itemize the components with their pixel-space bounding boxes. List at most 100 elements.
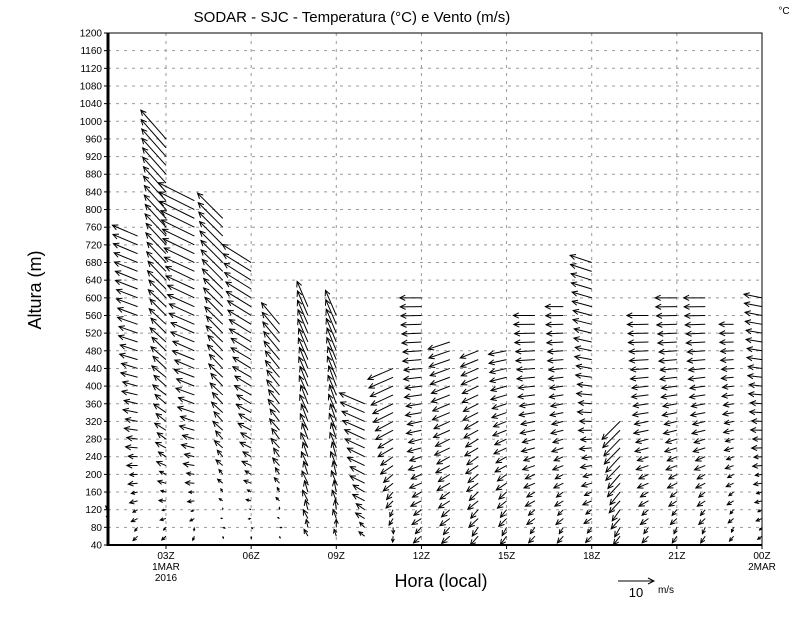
wind-vector-arrowhead [215,459,222,465]
wind-vector-arrowhead [629,375,637,382]
wind-vector-shaft [491,412,507,419]
wind-vector-shaft [347,447,365,458]
wind-vector-arrowhead [124,444,132,451]
wind-vector-arrowhead [120,389,128,396]
wind-vector-shaft [211,401,224,413]
wind-vector-shaft [548,367,564,371]
wind-vector-arrowhead [121,407,130,414]
wind-vector-arrowhead [228,328,236,335]
wind-vector-shaft [200,249,224,272]
wind-vector-shaft [747,375,763,378]
wind-vector-shaft [501,527,508,536]
wind-vector-arrowhead [661,402,669,409]
wind-vector-shaft [197,202,224,228]
wind-vector-arrowhead [639,518,647,526]
wind-vector-arrowhead [411,491,419,498]
wind-vector [122,398,138,405]
wind-vector [515,375,535,382]
wind-vector [206,344,224,360]
wind-vector-shaft [721,367,734,370]
wind-vector-arrowhead [412,510,420,517]
wind-vector [639,491,649,498]
wind-vector-shaft [131,518,138,523]
wind-vector-shaft [229,328,252,343]
wind-vector [113,261,138,272]
wind-vector-arrowhead [412,537,420,544]
wind-vector-arrowhead [382,476,390,484]
wind-vector-arrowhead [431,414,439,421]
wind-vector-shaft [240,432,252,440]
wind-vector-shaft [725,438,734,442]
wind-vector-shaft [720,350,734,352]
wind-vector-arrowhead [246,489,250,493]
wind-vector-arrowhead [379,459,387,466]
wind-vector-shaft [498,491,507,500]
wind-vector-shaft [359,522,366,528]
wind-vector [146,269,167,290]
wind-vector-arrowhead [145,250,153,258]
wind-vector [635,465,649,471]
wind-vector-shaft [223,262,252,281]
wind-vector-shaft [601,421,621,440]
wind-vector-arrowhead [718,339,726,346]
wind-vector-arrowhead [496,502,504,509]
wind-vector [134,527,139,533]
wind-vector-arrowhead [120,362,128,368]
wind-vector [382,473,394,484]
wind-vector-arrowhead [414,528,421,535]
wind-vector-shaft [140,119,167,149]
wind-vector-arrowhead [518,411,526,418]
wind-vector-shaft [116,298,138,308]
wind-vector [197,201,224,228]
wind-vector [582,472,592,479]
wind-vector-arrowhead [344,438,352,444]
wind-vector [639,518,649,526]
wind-vector [171,340,195,352]
wind-vector-shaft [144,204,167,228]
wind-vector [442,527,451,536]
wind-vector [726,500,734,506]
wind-vector-arrowhead [753,499,760,505]
wind-vector [574,345,592,352]
wind-vector-arrowhead [141,156,149,164]
wind-vector [147,288,167,308]
wind-vector [683,303,706,310]
wind-vector-arrowhead [632,429,640,436]
wind-vector-shaft [443,527,451,535]
wind-vector [625,312,649,319]
wind-vector [720,392,734,399]
wind-vector-shaft [301,470,309,484]
wind-vector-shaft [517,394,536,398]
wind-vector-arrowhead [631,411,639,418]
wind-vector-arrowhead [244,470,250,475]
wind-vector [571,290,592,299]
wind-vector-arrowhead [161,238,169,244]
wind-vector-shaft [470,509,479,519]
wind-vector [685,339,706,346]
wind-vector-arrowhead [391,529,396,535]
wind-vector [440,535,451,545]
wind-vector-arrowhead [548,393,556,400]
wind-vector-shaft [140,109,167,140]
wind-vector-shaft [490,394,507,401]
wind-vector [296,289,309,316]
wind-vector-shaft [667,456,678,462]
wind-vector [430,385,450,395]
wind-vector [549,402,564,409]
wind-vector [725,455,734,461]
wind-vector-shaft [203,287,224,308]
wind-vector-arrowhead [521,465,529,471]
wind-vector [304,518,310,528]
wind-vector [121,380,138,387]
wind-vector-shaft [367,367,394,380]
wind-vector-arrowhead [146,241,153,249]
wind-vector-arrowhead [226,309,234,316]
wind-vector [162,527,167,531]
wind-vector-shaft [167,284,195,299]
wind-vector [169,331,195,343]
y-tick-label: 40 [91,541,103,552]
wind-vector-arrowhead [146,269,154,277]
wind-vector [399,312,422,319]
wind-vector-arrowhead [398,294,406,301]
wind-vector-arrowhead [157,451,164,457]
